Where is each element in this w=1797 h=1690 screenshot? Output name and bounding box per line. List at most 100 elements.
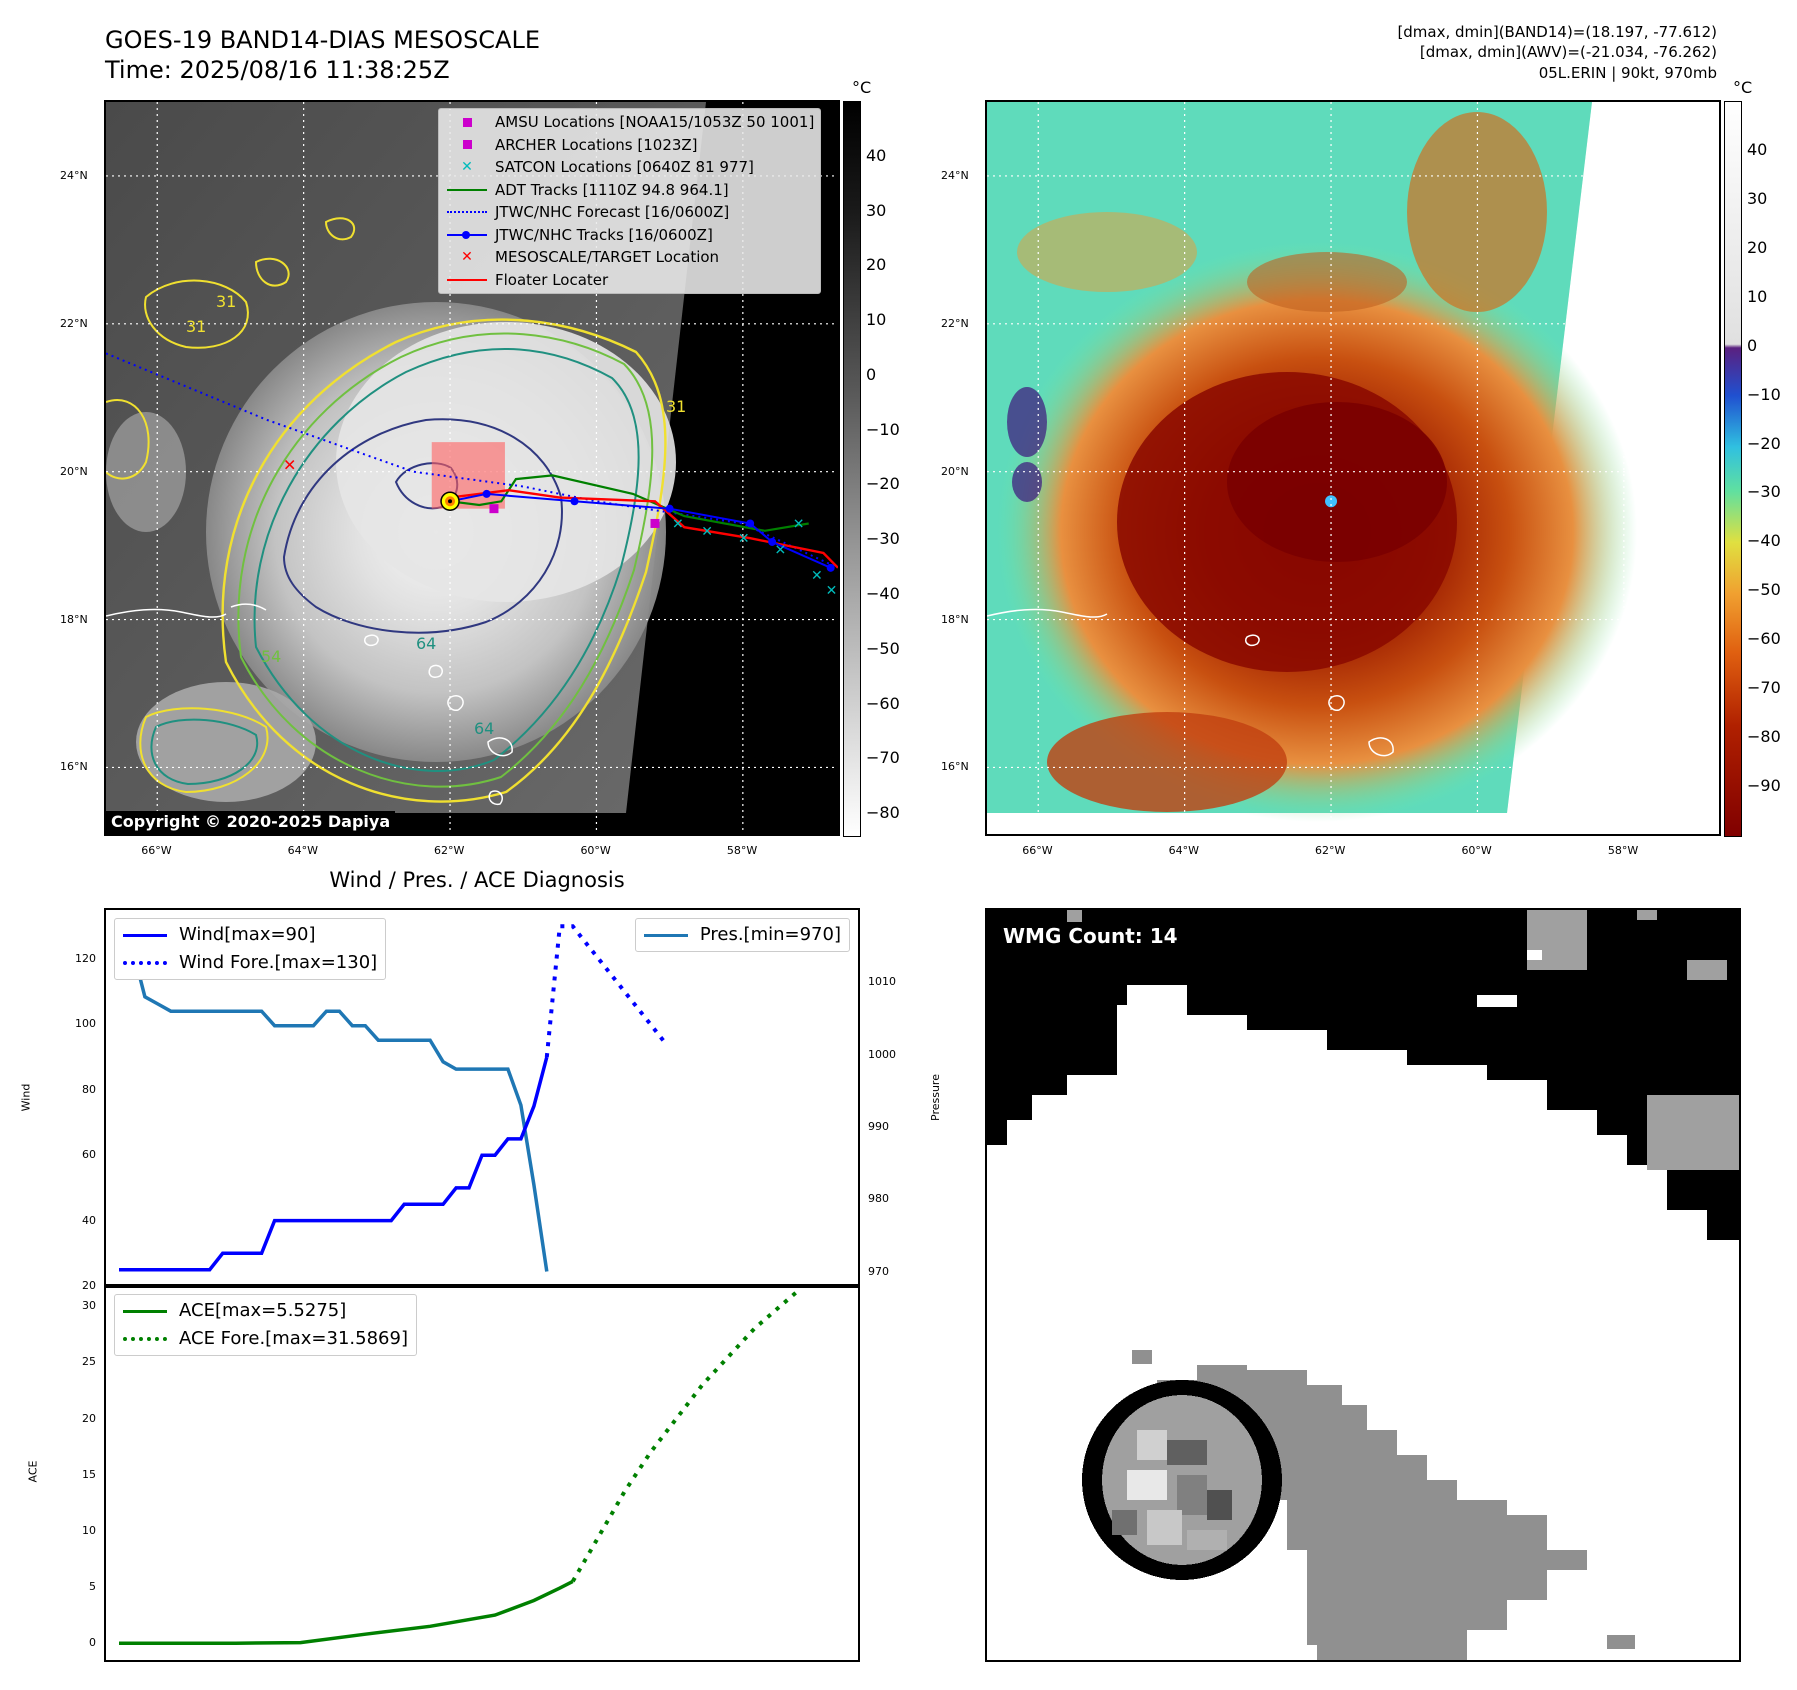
colorbar-tick: 40 [1747,139,1768,159]
line-icon [643,933,688,937]
square-marker-icon [462,140,472,150]
satcon-marker: ✕ [826,583,838,599]
legend-item-target: ✕ MESOSCALE/TARGET Location [445,246,814,269]
legend-item-floater: Floater Locater [445,269,814,292]
figure-title-line1: GOES-19 BAND14-DIAS MESOSCALE [105,26,541,54]
floater-locater-line [449,488,838,569]
awv-colorbar [1724,101,1742,837]
satcon-markers: ✕✕ ✕ ✕✕✕✕ [672,516,837,599]
figure-title-line2: Time: 2025/08/16 11:38:25Z [105,56,450,84]
ace-tick: 30 [82,1299,96,1313]
copyright-label: Copyright © 2020-2025 Dapiya [106,811,396,832]
colorbar-tick: −70 [1747,678,1781,698]
awv-gridlines [987,102,1719,834]
band14-colorbar [843,101,861,837]
wind-tick: 60 [82,1148,96,1162]
wind-tick: 100 [75,1017,96,1031]
left-map-lon-tick: 62°W [434,844,465,857]
pressure-legend: Pres.[min=970] [634,918,850,952]
colorbar-tick: −80 [1747,727,1781,747]
ace-tick: 20 [82,1411,96,1425]
ace-panel[interactable]: ACE[max=5.5275] ACE Fore.[max=31.5869] [104,1284,860,1662]
colorbar-tick: −60 [1747,629,1781,649]
band14-range-info: [dmax, dmin](BAND14)=(18.197, -77.612) [1397,23,1717,41]
ace-tick: 10 [82,1523,96,1537]
colorbar-tick: 40 [866,145,887,165]
wind-pres-panel[interactable]: Wind[max=90] Wind Fore.[max=130] Pres.[m… [104,908,860,1288]
ace-series-line [119,1579,574,1645]
storm-center-ring [448,499,453,504]
right-map-lat-tick: 22°N [941,316,969,330]
pressure-tick: 1010 [868,975,896,989]
left-map-lat-tick: 22°N [60,316,88,330]
colorbar-tick: 20 [1747,237,1768,257]
diagnosis-title: Wind / Pres. / ACE Diagnosis [329,868,625,892]
right-map-lat-tick: 24°N [941,168,969,182]
satcon-marker: ✕ [793,516,805,532]
x-marker-icon: ✕ [461,159,473,175]
contour-lines [106,217,667,803]
colorbar-unit-label: °C [852,78,872,97]
colorbar-tick: −50 [1747,580,1781,600]
contour-label: 54 [261,647,281,666]
pressure-axis-label: Pressure [928,1074,942,1121]
contour-label-group: 31 31 64 54 64 31 [186,292,686,738]
colorbar-tick: −60 [866,693,900,713]
wind-tick: 80 [82,1082,96,1096]
satcon-marker: ✕ [738,531,750,547]
line-icon [447,188,487,191]
legend-item-archer: ARCHER Locations [1023Z] [445,134,814,157]
pressure-tick: 980 [868,1192,889,1206]
contour-label: 31 [666,397,686,416]
colorbar-tick: 10 [866,310,887,330]
left-map-lat-tick: 16°N [60,760,88,774]
wind-tick: 120 [75,952,96,966]
legend-item-satcon: ✕ SATCON Locations [0640Z 81 977] [445,156,814,179]
left-map-lat-tick: 24°N [60,168,88,182]
colorbar-tick: −80 [866,803,900,823]
right-map-lat-tick: 18°N [941,612,969,626]
ace-forecast-line [571,1287,802,1583]
awv-range-info: [dmax, dmin](AWV)=(-21.034, -76.262) [1419,43,1717,61]
right-map-lat-tick: 20°N [941,464,969,478]
left-map-lon-tick: 64°W [287,844,318,857]
archer-marker [489,504,499,514]
satcon-marker: ✕ [811,568,823,584]
colorbar-tick: −90 [1747,776,1781,796]
colorbar-tick: 10 [1747,286,1768,306]
legend-item-jtwc-forecast: JTWC/NHC Forecast [16/0600Z] [445,201,814,224]
wmg-svg [987,910,1739,1660]
left-map-lat-tick: 18°N [60,612,88,626]
square-marker-icon [462,117,472,127]
right-map-lon-tick: 60°W [1461,844,1492,857]
pressure-series-line [119,944,549,1272]
pressure-tick: 1000 [868,1047,896,1061]
adt-track-line [449,474,809,532]
jtwc-track-point [665,504,674,513]
ace-axis-label: ACE [26,1460,40,1483]
wmg-panel[interactable]: WMG Count: 14 [985,908,1741,1662]
amsu-marker [650,518,660,528]
right-map-lon-tick: 64°W [1168,844,1199,857]
awv-map-panel[interactable] [985,100,1721,836]
left-map-lon-tick: 66°W [141,844,172,857]
wmg-count-label: WMG Count: 14 [1003,924,1178,948]
colorbar-tick: −50 [866,638,900,658]
left-map-lon-tick: 60°W [580,844,611,857]
satcon-marker: ✕ [672,516,684,532]
awv-coastlines [987,608,1394,757]
left-map-lon-tick: 58°W [726,844,758,857]
wind-pres-svg [119,924,666,1272]
ace-svg [119,1287,802,1645]
ace-tick: 25 [82,1355,96,1369]
cloud-mass [106,302,676,802]
ace-tick: 5 [89,1579,96,1593]
band14-map-panel[interactable]: ✕ ✕ ✕ ✕ ✕ ✕ ✕ ✕ 31 31 64 54 64 31 AMSU Locatio… [104,100,840,836]
jtwc-track-point [570,497,579,506]
right-map-lon-tick: 58°W [1607,844,1639,857]
map-legend[interactable]: AMSU Locations [NOAA15/1053Z 50 1001] AR… [438,108,822,294]
wind-series-line [119,1056,549,1272]
ace-legend: ACE[max=5.5275] ACE Fore.[max=31.5869] [114,1294,417,1356]
ace-tick: 15 [82,1467,96,1481]
colorbar-tick: −30 [1747,482,1781,502]
